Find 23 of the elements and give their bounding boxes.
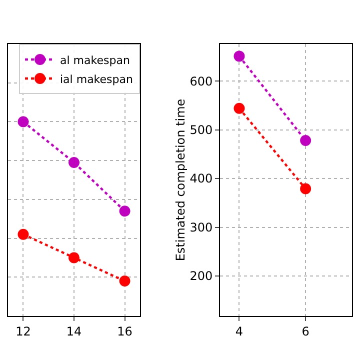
point [300,135,312,146]
legend-label: ial makespan [60,72,134,86]
x-tick-label: 6 [302,324,310,338]
point [234,50,245,62]
y-tick-label: 200 [190,269,213,284]
point [300,183,312,194]
x-tick-label: 12 [16,324,31,338]
y-axis-title: Estimated completion time [174,98,188,262]
x-tick-label: 4 [235,324,244,338]
legend-label: al makespan [60,54,130,67]
x-tick-label: 14 [66,324,82,338]
y-tick-label: 500 [190,122,213,137]
point [18,116,29,128]
point [18,228,29,240]
y-tick-label: 600 [190,74,213,88]
point [234,102,245,114]
y-tick-label: 300 [190,220,213,234]
point [119,276,130,287]
point [68,157,80,168]
x-tick-label: 16 [117,324,132,338]
y-tick-label: 400 [190,172,213,186]
point [68,252,80,264]
point [119,206,130,217]
